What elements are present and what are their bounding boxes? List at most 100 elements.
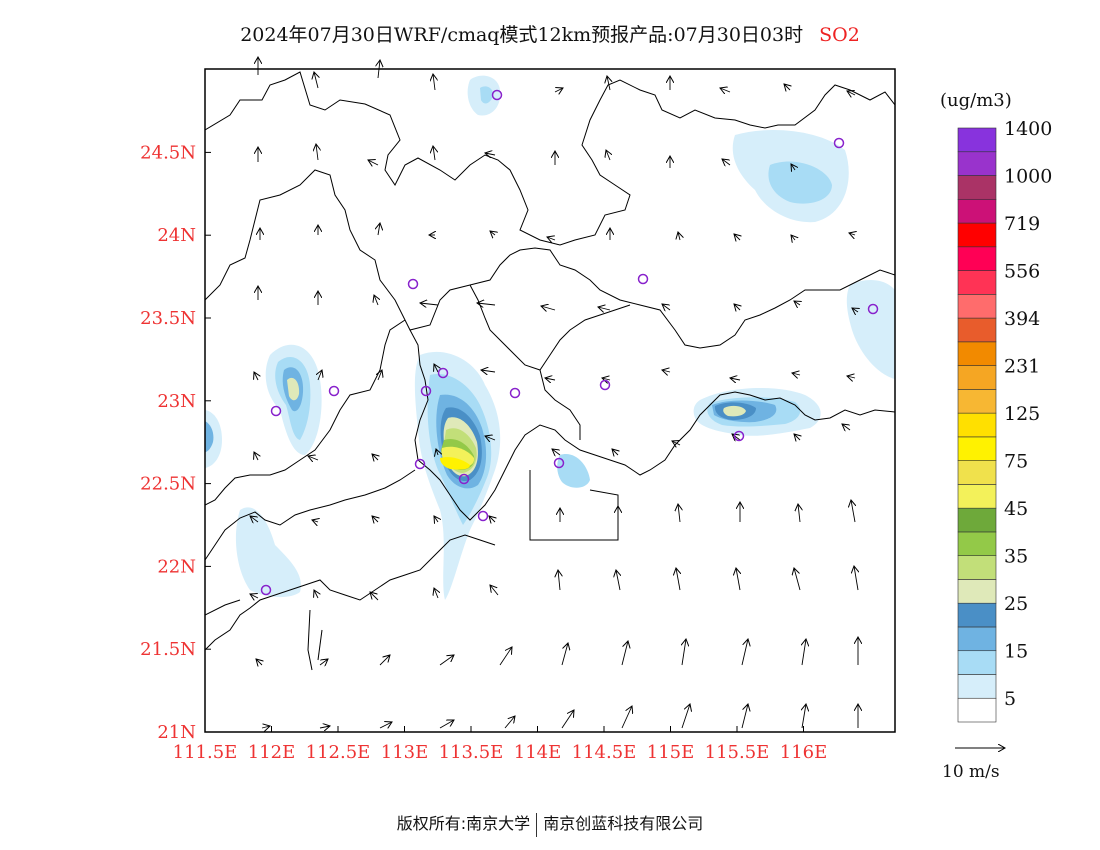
legend-level-label: 45 (1004, 498, 1028, 520)
wind-arrow (849, 233, 855, 235)
wind-arrow (316, 144, 318, 161)
legend-level-label: 556 (1004, 261, 1040, 283)
legend-swatch (957, 436, 997, 461)
wind-arrow (607, 76, 610, 91)
legend-level-label: 35 (1004, 546, 1028, 568)
wind-arrow (250, 594, 259, 598)
legend-swatch (957, 531, 997, 556)
wind-arrow (791, 164, 795, 170)
wind-arrow (602, 378, 611, 380)
wind-arrow (485, 436, 496, 440)
legend-swatch (957, 650, 997, 675)
wind-arrow (370, 592, 379, 601)
station-marker (599, 379, 611, 391)
station-marker (509, 387, 521, 399)
wind-arrow (545, 378, 556, 380)
wind-arrow (791, 235, 795, 240)
copyright-text: 版权所有:南京大学 (396, 814, 531, 833)
wind-arrow (504, 716, 515, 729)
wind-arrow (489, 516, 495, 522)
wind-arrow (847, 376, 856, 378)
wind-arrow (554, 88, 563, 92)
legend-swatch (957, 507, 997, 533)
station-marker (637, 273, 649, 285)
wind-arrow (736, 568, 740, 591)
wind-arrow (254, 372, 258, 381)
wind-arrow (261, 726, 270, 728)
monitoring-stations (260, 89, 879, 596)
legend-level-label: 15 (1004, 641, 1028, 663)
legend-swatch (957, 602, 997, 628)
lon-tick-label: 114E (514, 742, 562, 763)
wind-arrow (318, 370, 322, 381)
wind-arrow (434, 588, 438, 599)
wind-arrow (368, 160, 379, 165)
wind-arrow (433, 74, 435, 91)
wind-arrow (616, 570, 620, 591)
wind-arrow (319, 659, 328, 665)
wind-arrow (477, 303, 496, 305)
station-marker (477, 510, 489, 522)
wind-arrow (499, 647, 512, 666)
legend-level-label: 25 (1004, 593, 1028, 615)
wind-arrow (798, 504, 800, 523)
lon-tick-label: 115E (647, 742, 695, 763)
legend-level-label: 5 (1004, 688, 1016, 710)
wind-arrow (379, 655, 390, 666)
footer: 版权所有:南京大学 南京创蓝科技有限公司 (0, 810, 1100, 837)
legend-level-label: 125 (1004, 403, 1040, 425)
wind-scale-label: 10 m/s (942, 762, 1000, 782)
lon-tick-label: 114.5E (572, 742, 637, 763)
wind-arrow (606, 150, 610, 161)
wind-arrow (314, 72, 318, 89)
wind-arrow (434, 364, 438, 373)
wind-arrow (852, 308, 858, 312)
legend-level-label: 1000 (1004, 166, 1052, 188)
station-marker (553, 457, 565, 469)
wind-arrow (621, 641, 628, 666)
wind-arrow (732, 434, 741, 440)
lon-tick-label: 116E (780, 742, 828, 763)
wind-arrow (312, 520, 318, 522)
color-legend: 5 15 25 35 45 75 125 231 394 556 719 1000 1400 (957, 118, 1052, 723)
wind-arrow (741, 704, 748, 729)
wind-arrow (854, 566, 858, 591)
wind-arrow (541, 306, 556, 310)
wind-arrow (662, 304, 671, 310)
lon-tick-label: 112E (248, 742, 296, 763)
lon-tick-label: 115.5E (705, 742, 770, 763)
lat-tick-label: 23.5N (140, 308, 196, 329)
wind-vectors (250, 57, 858, 728)
legend-level-label: 75 (1004, 451, 1028, 473)
legend-swatch (957, 222, 997, 248)
wind-arrow (802, 704, 806, 729)
wind-arrow (784, 84, 790, 90)
wind-arrow (722, 159, 731, 165)
legend-swatch (957, 460, 997, 485)
legend-swatch (957, 151, 997, 176)
lat-tick-label: 24N (157, 225, 196, 246)
wind-arrow (552, 449, 561, 455)
lon-tick-label: 113E (381, 742, 429, 763)
legend-level-label: 231 (1004, 356, 1040, 378)
wind-arrow (434, 516, 438, 522)
legend-swatch (957, 341, 997, 366)
lat-tick-label: 22.5N (140, 474, 196, 495)
wind-arrow (561, 643, 568, 666)
wind-arrow (598, 307, 611, 310)
longitude-axis: 111.5E 112E 112.5E 113E 113.5E 114E 114.5E 115E… (173, 726, 828, 763)
wind-arrow (802, 639, 806, 666)
wind-arrow (681, 704, 690, 729)
legend-swatch (957, 365, 997, 390)
wind-arrow (676, 568, 680, 591)
wind-arrow (734, 234, 740, 240)
wind-arrow (314, 590, 318, 599)
lon-tick-label: 112.5E (306, 742, 371, 763)
concentration-field (205, 75, 895, 600)
wind-arrow (378, 223, 380, 236)
latitude-axis: 21N 21.5N 22N 22.5N 23N 23.5N 24N 24.5N (140, 142, 211, 743)
legend-swatch (957, 246, 997, 271)
legend-swatch (957, 626, 997, 652)
legend-swatch (957, 412, 997, 438)
